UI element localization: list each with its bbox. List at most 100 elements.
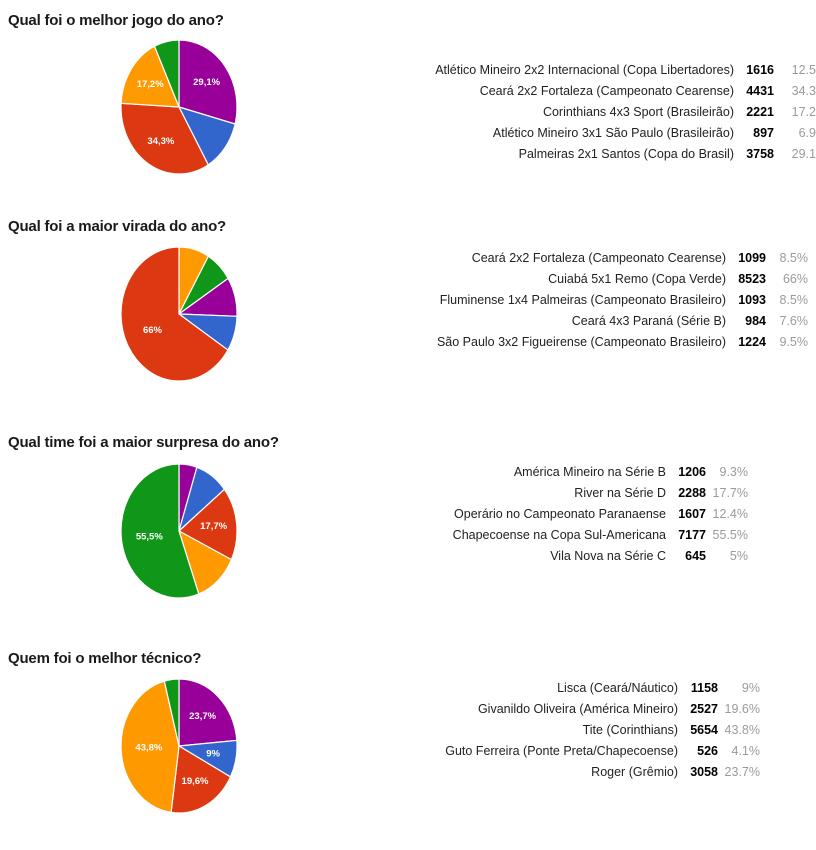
legend-row: Givanildo Oliveira (América Mineiro) 2527… [0, 698, 760, 719]
pie-chart-svg: 29,1% 34,3% 17,2% [120, 39, 238, 175]
legend-vote-count: 897 [753, 125, 774, 140]
pie-chart-svg: 66% [120, 246, 238, 382]
legend-row: Corinthians 4x3 Sport (Brasileirão) 2221 1… [0, 101, 816, 122]
legend-vote-count: 645 [685, 548, 706, 563]
legend-vote-percent: 34.3 [791, 83, 816, 98]
legend-vote-percent: 8.5% [779, 292, 809, 307]
legend-row: Operário no Campeonato Paranaense 1607 12.… [0, 503, 748, 524]
pie-chart: 66% [82, 239, 282, 399]
poll-block: Qual foi a maior virada do ano? 66% Ceará … [0, 218, 816, 418]
pie-slice[interactable] [153, 39, 180, 108]
pie-chart: 29,1% 34,3% 17,2% [82, 29, 282, 189]
legend-row: River na Série D 2288 17.7% [0, 482, 748, 503]
legend-option-label: Givanildo Oliveira (América Mineiro) [477, 701, 678, 716]
legend-vote-count: 3758 [746, 146, 774, 161]
legend-vote-count: 1224 [738, 334, 766, 349]
legend-row: Chapecoense na Copa Sul-Americana 7177 55.… [0, 524, 748, 545]
legend-option-label: Atlético Mineiro 2x2 Internacional (Copa… [435, 62, 734, 77]
legend-row: Lisca (Ceará/Náutico) 1158 9% [0, 677, 760, 698]
legend-vote-percent: 17.7% [712, 485, 748, 500]
legend-vote-count: 1099 [738, 250, 766, 265]
pie-slice-percent-label: 34,3% [147, 136, 174, 147]
poll-block-body: 66% Ceará 2x2 Fortaleza (Campeonato Ceare… [0, 239, 816, 409]
poll-legend-table: América Mineiro na Série B 1206 9.3% River … [0, 461, 748, 566]
legend-vote-percent: 12.4% [712, 506, 748, 521]
legend-vote-count: 2221 [746, 104, 774, 119]
pie-slice-percent-label: 66% [143, 325, 163, 336]
legend-option-label: São Paulo 3x2 Figueirense (Campeonato Br… [436, 334, 726, 349]
poll-block: Quem foi o melhor técnico? 23,7% 9% 19,6% 43… [0, 650, 816, 850]
legend-row: Fluminense 1x4 Palmeiras (Campeonato Bra… [0, 289, 808, 310]
legend-vote-count: 4431 [746, 83, 774, 98]
legend-row: Tite (Corinthians) 5654 43.8% [0, 719, 760, 740]
poll-legend-table: Lisca (Ceará/Náutico) 1158 9% Givanildo Oli… [0, 677, 760, 782]
pie-slice[interactable] [120, 680, 180, 814]
legend-row: Guto Ferreira (Ponte Preta/Chapecoense) 5… [0, 740, 760, 761]
legend-option-label: Tite (Corinthians) [582, 722, 678, 737]
legend-option-label: Ceará 2x2 Fortaleza (Campeonato Cearense… [471, 250, 726, 265]
legend-option-label: Guto Ferreira (Ponte Preta/Chapecoense) [445, 743, 678, 758]
legend-vote-percent: 19.6% [724, 701, 760, 716]
legend-option-label: Fluminense 1x4 Palmeiras (Campeonato Bra… [439, 292, 726, 307]
poll-legend-table: Ceará 2x2 Fortaleza (Campeonato Cearense… [0, 247, 808, 352]
legend-row: América Mineiro na Série B 1206 9.3% [0, 461, 748, 482]
legend-vote-count: 1158 [690, 680, 718, 695]
legend-vote-percent: 5% [729, 548, 748, 563]
pie-slice[interactable] [120, 45, 180, 108]
legend-option-label: Roger (Grêmio) [591, 764, 678, 779]
pie-slice[interactable] [163, 678, 180, 747]
legend-vote-percent: 9.5% [779, 334, 809, 349]
legend-vote-percent: 23.7% [724, 764, 760, 779]
legend-option-label: Operário no Campeonato Paranaense [454, 506, 666, 521]
legend-vote-percent: 17.2 [791, 104, 816, 119]
pie-slice[interactable] [120, 102, 210, 175]
poll-legend-table: Atlético Mineiro 2x2 Internacional (Copa… [0, 59, 816, 164]
legend-vote-percent: 12.5 [791, 62, 816, 77]
legend-row: Atlético Mineiro 2x2 Internacional (Copa… [0, 59, 816, 80]
legend-vote-percent: 66% [782, 271, 808, 286]
legend-vote-count: 984 [745, 313, 766, 328]
pie-slice-percent-label: 19,6% [182, 776, 209, 787]
legend-row: Cuiabá 5x1 Remo (Copa Verde) 8523 66% [0, 268, 808, 289]
pie-slice-percent-label: 23,7% [189, 711, 216, 722]
legend-vote-percent: 43.8% [724, 722, 760, 737]
pie-slice-percent-label: 9% [206, 748, 220, 759]
legend-vote-percent: 55.5% [712, 527, 748, 542]
pie-slice[interactable] [120, 463, 200, 599]
legend-vote-percent: 6.9 [798, 125, 816, 140]
legend-option-label: Chapecoense na Copa Sul-Americana [452, 527, 666, 542]
legend-vote-percent: 9% [741, 680, 760, 695]
pie-chart: 23,7% 9% 19,6% 43,8% [82, 671, 282, 831]
poll-question-title: Quem foi o melhor técnico? [8, 650, 202, 667]
legend-option-label: Ceará 4x3 Paraná (Série B) [571, 313, 726, 328]
poll-block-body: 29,1% 34,3% 17,2% Atlético Mineiro 2x2 Inte… [0, 29, 816, 199]
legend-option-label: Corinthians 4x3 Sport (Brasileirão) [542, 104, 734, 119]
legend-row: Vila Nova na Série C 645 5% [0, 545, 748, 566]
pie-slice[interactable] [170, 745, 232, 814]
pie-slice[interactable] [178, 678, 238, 747]
legend-option-label: Atlético Mineiro 3x1 São Paulo (Brasilei… [492, 125, 734, 140]
legend-option-label: Cuiabá 5x1 Remo (Copa Verde) [548, 271, 726, 286]
legend-row: Ceará 4x3 Paraná (Série B) 984 7.6% [0, 310, 808, 331]
legend-vote-count: 1093 [738, 292, 766, 307]
pie-slice-percent-label: 43,8% [135, 743, 162, 754]
pie-slice[interactable] [178, 39, 238, 125]
legend-vote-count: 2527 [690, 701, 718, 716]
pie-slice-percent-label: 29,1% [193, 77, 220, 88]
legend-vote-percent: 7.6% [779, 313, 809, 328]
legend-vote-count: 8523 [738, 271, 766, 286]
legend-vote-count: 1206 [678, 464, 706, 479]
pie-slice[interactable] [177, 488, 238, 561]
legend-option-label: Lisca (Ceará/Náutico) [557, 680, 678, 695]
legend-vote-percent: 9.3% [719, 464, 749, 479]
pie-slice-percent-label: 55,5% [136, 532, 163, 543]
legend-row: São Paulo 3x2 Figueirense (Campeonato Br… [0, 331, 808, 352]
legend-vote-count: 7177 [678, 527, 706, 542]
pie-slice[interactable] [120, 246, 229, 382]
legend-vote-count: 526 [697, 743, 718, 758]
pie-chart-svg: 17,7% 55,5% [120, 463, 238, 599]
legend-option-label: River na Série D [574, 485, 666, 500]
legend-row: Palmeiras 2x1 Santos (Copa do Brasil) 375… [0, 143, 816, 164]
legend-vote-count: 1607 [678, 506, 706, 521]
pie-slice-percent-label: 17,2% [137, 79, 164, 90]
